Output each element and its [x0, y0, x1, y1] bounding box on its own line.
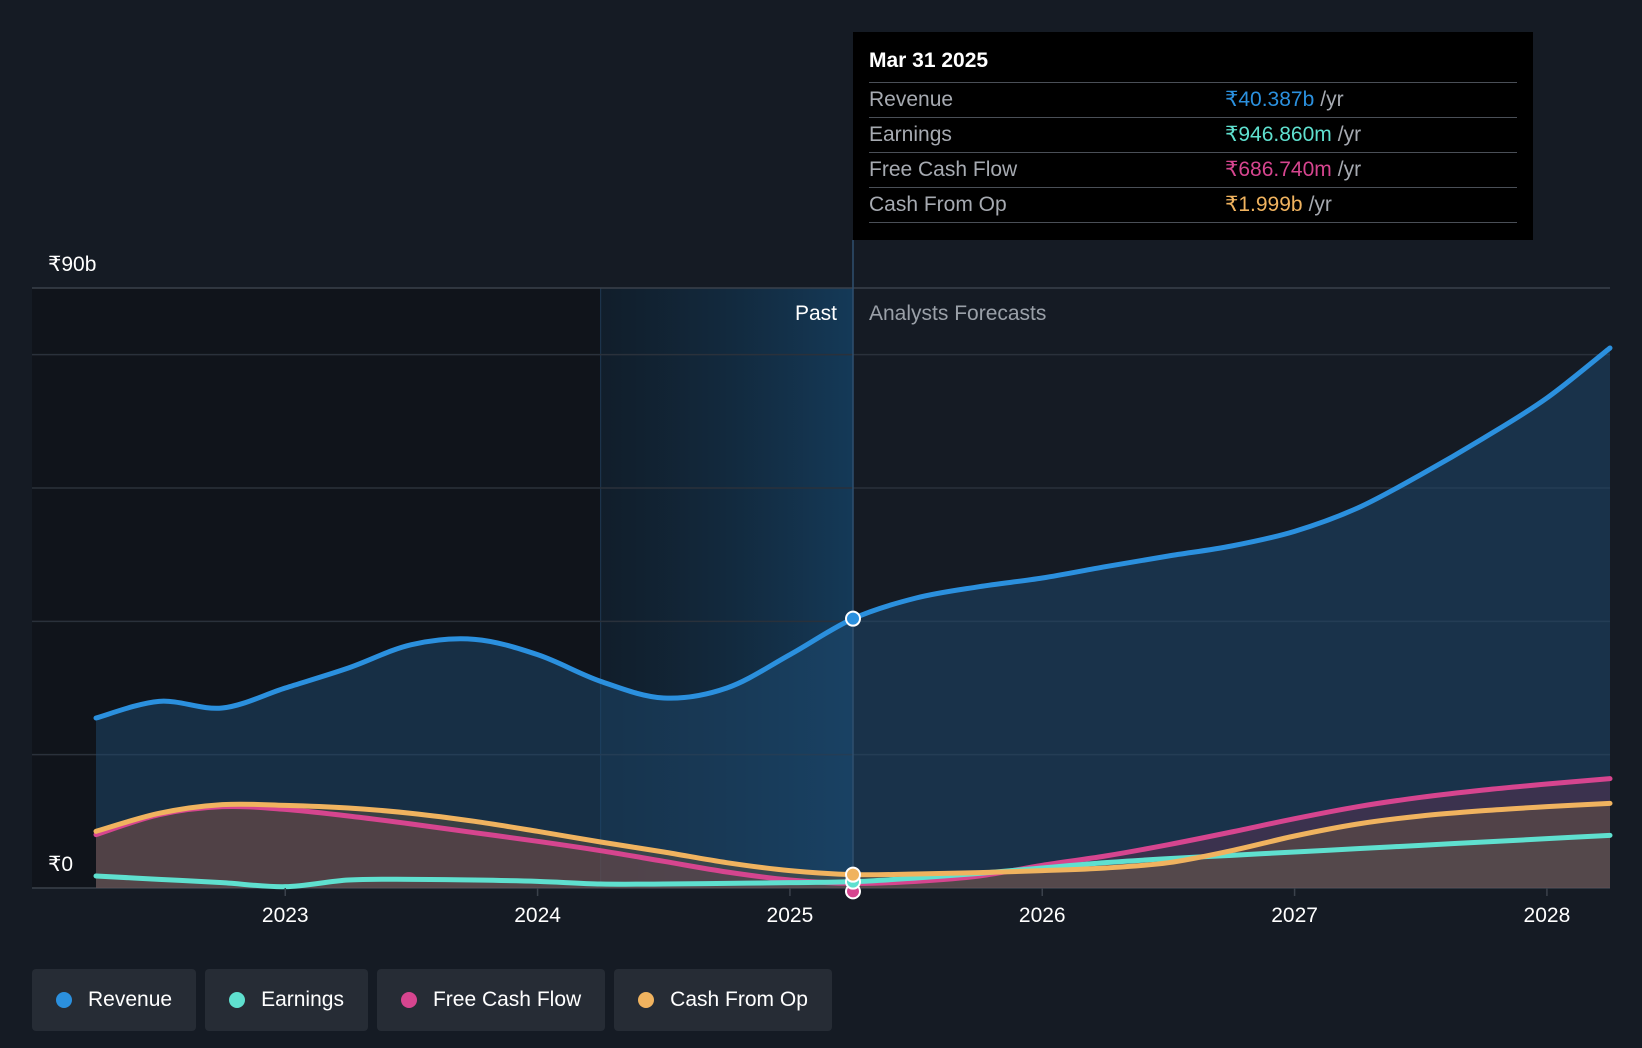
legend-label: Revenue	[88, 988, 173, 1011]
tooltip-value: ₹946.860m	[1225, 123, 1332, 146]
legend-item-cash-from-op[interactable]: Cash From Op	[614, 969, 832, 1031]
legend-dot-icon	[638, 992, 655, 1008]
tooltip-label: Revenue	[869, 88, 954, 111]
tooltip-unit: /yr	[1337, 158, 1362, 181]
area-revenue	[96, 348, 1610, 888]
legend-item-earnings[interactable]: Earnings	[205, 969, 368, 1031]
tooltip-value: ₹686.740m	[1225, 158, 1332, 181]
x-tick-label: 2025	[767, 904, 814, 927]
marker-cash-from-op	[845, 866, 861, 883]
legend-dot-icon	[56, 992, 72, 1008]
legend-item-free-cash-flow[interactable]: Free Cash Flow	[376, 969, 606, 1031]
tooltip-value: ₹40.387b	[1225, 88, 1315, 111]
y-tick-label: ₹0	[48, 853, 73, 876]
x-tick-label: 2024	[514, 904, 561, 927]
y-tick-label: ₹90b	[48, 253, 96, 276]
tooltip-unit: /yr	[1337, 123, 1362, 146]
legend-label: Cash From Op	[670, 988, 808, 1011]
x-tick-label: 2027	[1271, 904, 1318, 927]
tooltip-row-earnings: Earnings ₹946.860m /yr	[869, 117, 1517, 152]
legend-dot-icon	[229, 992, 246, 1008]
tooltip-unit: /yr	[1308, 193, 1332, 216]
tooltip-date: Mar 31 2025	[869, 49, 989, 72]
area-cash-from-op	[96, 803, 1610, 888]
x-tick-label: 2023	[262, 904, 309, 927]
tooltip-label: Free Cash Flow	[869, 158, 1018, 181]
tooltip-label: Earnings	[869, 123, 952, 146]
tooltip-row-revenue: Revenue ₹40.387b /yr	[869, 82, 1517, 117]
past-label: Past	[795, 302, 837, 325]
area-free-cash-flow	[96, 778, 1610, 888]
tooltip-value: ₹1.999b	[1225, 193, 1303, 216]
tooltip-row-free-cash-flow: Free Cash Flow ₹686.740m /yr	[869, 152, 1517, 187]
forecast-label: Analysts Forecasts	[869, 302, 1046, 325]
legend-dot-icon	[400, 992, 417, 1008]
x-tick-label: 2028	[1524, 904, 1571, 927]
area-earnings	[96, 835, 1610, 888]
tooltip-label: Cash From Op	[869, 193, 1007, 216]
tooltip-unit: /yr	[1320, 88, 1344, 111]
x-tick-label: 2026	[1019, 904, 1066, 927]
tooltip-row-cash-from-op: Cash From Op ₹1.999b /yr	[869, 187, 1517, 223]
legend-item-revenue[interactable]: Revenue	[32, 969, 197, 1031]
marker-revenue	[845, 610, 861, 627]
legend-label: Earnings	[261, 988, 344, 1011]
legend-label: Free Cash Flow	[432, 988, 582, 1011]
legend: Revenue Earnings Free Cash Flow Cash Fro…	[32, 969, 832, 1031]
tooltip: Mar 31 2025 Revenue ₹40.387b /yr Earning…	[853, 32, 1533, 240]
